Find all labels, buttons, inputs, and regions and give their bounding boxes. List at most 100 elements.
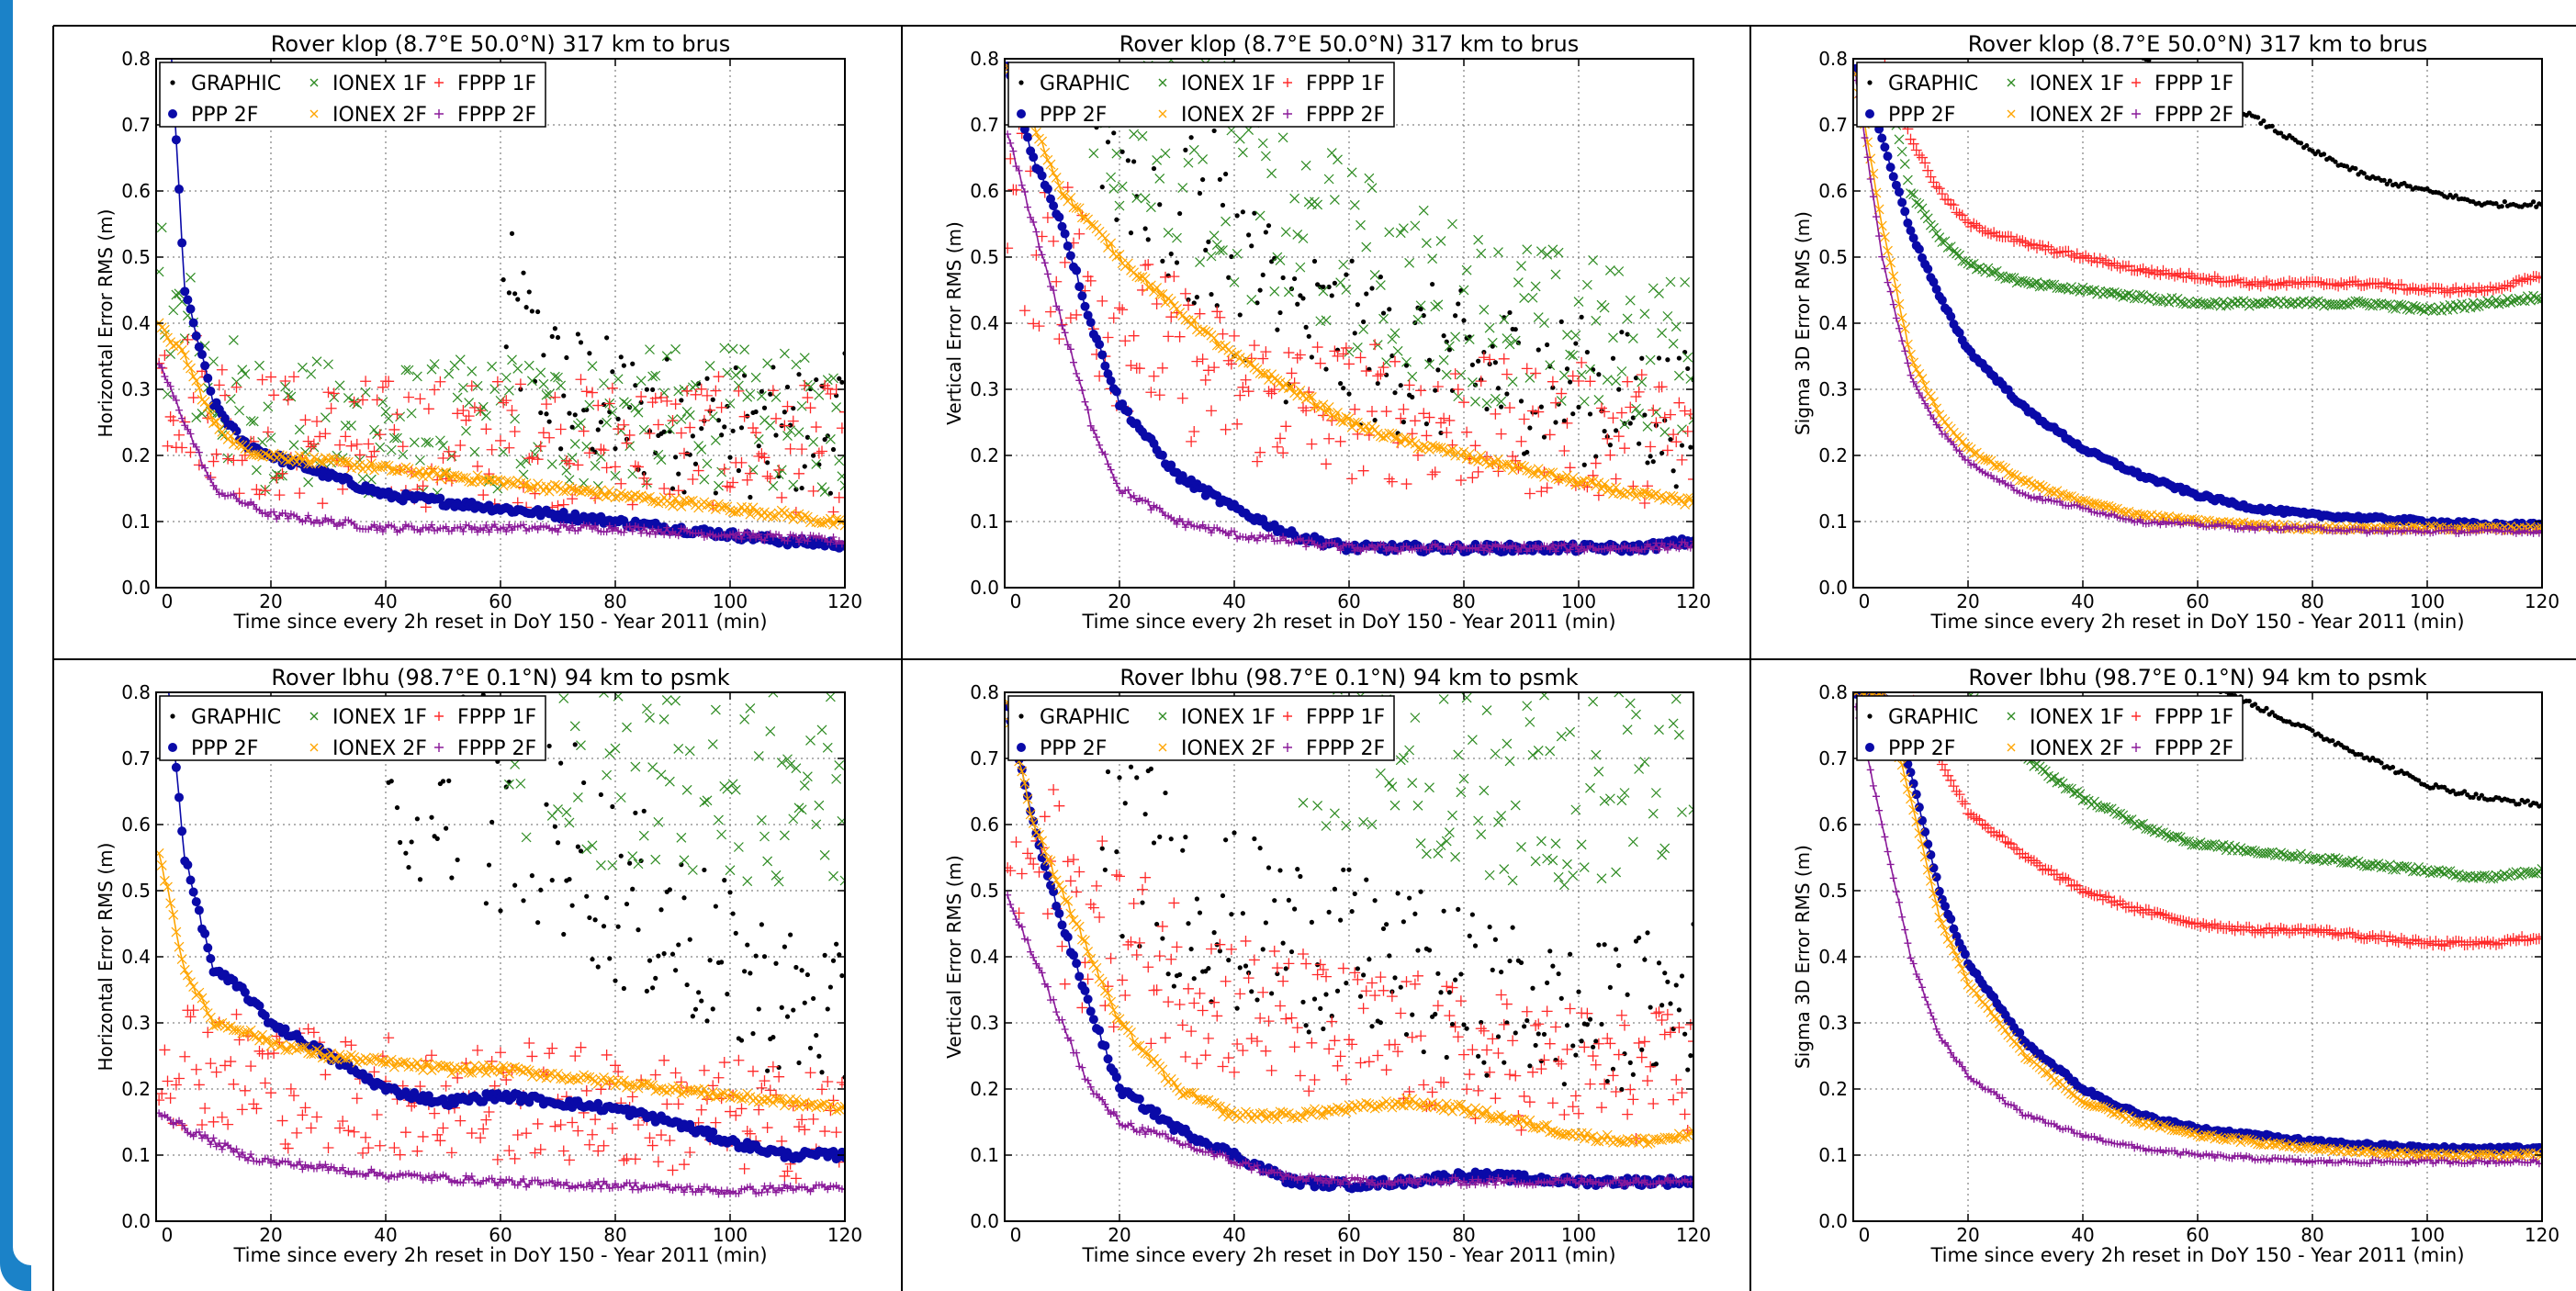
data-point — [2482, 296, 2493, 307]
data-point — [1083, 310, 1093, 320]
data-point — [501, 277, 506, 283]
data-point — [2005, 230, 2017, 242]
data-point — [1912, 383, 1920, 391]
data-point — [2373, 298, 2384, 309]
data-point — [697, 528, 705, 536]
data-point — [1906, 188, 1916, 198]
data-point — [827, 984, 833, 990]
data-point — [814, 389, 825, 400]
data-point — [1319, 543, 1327, 551]
data-point — [1186, 320, 1197, 330]
data-point — [491, 376, 503, 387]
data-point — [360, 376, 372, 387]
data-point — [495, 1047, 506, 1059]
data-point — [1279, 533, 1288, 541]
data-point — [1627, 485, 1638, 496]
data-point — [317, 458, 328, 469]
data-point — [1398, 223, 1409, 234]
data-point — [1512, 543, 1520, 551]
data-point — [1877, 133, 1887, 143]
data-point — [756, 1006, 761, 1012]
data-point — [663, 523, 671, 532]
data-point — [1614, 428, 1619, 433]
data-point — [1398, 383, 1403, 388]
data-point — [1684, 409, 1693, 421]
data-point — [661, 429, 667, 434]
data-point — [237, 365, 248, 376]
legend-label: IONEX 1F — [332, 73, 427, 95]
data-point — [554, 528, 562, 536]
data-point — [2020, 477, 2030, 488]
data-point — [679, 862, 684, 868]
data-point — [434, 376, 446, 387]
data-point — [1421, 430, 1433, 442]
data-point — [1659, 494, 1670, 505]
data-point — [807, 1045, 814, 1051]
data-point — [308, 1027, 320, 1038]
data-point — [624, 901, 630, 907]
data-point — [495, 434, 506, 446]
data-point — [1191, 300, 1197, 306]
data-point — [585, 641, 594, 650]
data-point — [661, 351, 672, 362]
legend-label: IONEX 1F — [1181, 73, 1276, 95]
data-point — [626, 1091, 638, 1103]
data-point — [2315, 149, 2321, 154]
data-point — [1472, 466, 1484, 477]
data-point — [1398, 432, 1409, 443]
data-point — [1337, 348, 1349, 360]
data-point — [839, 520, 845, 531]
data-point — [1573, 477, 1584, 488]
data-point — [2485, 297, 2496, 309]
data-point — [1059, 256, 1071, 268]
data-point — [805, 735, 816, 746]
data-point — [1514, 547, 1523, 556]
data-point — [2086, 286, 2097, 297]
data-point — [828, 519, 838, 530]
data-point — [1065, 251, 1075, 261]
data-point — [521, 478, 532, 489]
data-point — [1378, 432, 1389, 443]
data-point — [164, 1093, 176, 1105]
data-point — [437, 453, 449, 465]
data-point — [1292, 275, 1298, 282]
data-point — [2049, 488, 2060, 499]
data-point — [1045, 306, 1056, 318]
data-point — [1673, 370, 1684, 381]
data-point — [2461, 285, 2473, 297]
data-point — [1404, 257, 1415, 268]
data-point — [254, 450, 264, 461]
data-point — [512, 291, 518, 297]
data-point — [718, 1057, 730, 1069]
data-point — [2089, 498, 2099, 509]
data-point — [782, 431, 793, 442]
data-point — [624, 493, 636, 503]
data-point — [1922, 164, 1934, 176]
data-point — [254, 360, 264, 371]
data-point — [1010, 184, 1022, 196]
data-point — [1048, 235, 1060, 247]
tick-label-y: 0.7 — [970, 114, 999, 136]
data-point — [790, 1173, 802, 1184]
data-point — [627, 860, 633, 866]
data-point — [340, 431, 352, 443]
data-point — [2298, 278, 2310, 290]
data-point — [748, 502, 759, 513]
data-point — [1289, 193, 1300, 204]
data-point — [738, 425, 745, 431]
data-point — [1280, 421, 1292, 432]
data-point — [1495, 428, 1507, 440]
data-point — [748, 422, 759, 434]
data-point — [2422, 303, 2433, 314]
data-point — [1899, 323, 1910, 334]
data-point — [1309, 401, 1321, 413]
data-point — [672, 485, 684, 497]
data-point — [601, 1049, 613, 1061]
tick-label-x: 60 — [2186, 590, 2209, 612]
data-point — [1137, 284, 1148, 296]
tick-label-y: 0.3 — [970, 378, 999, 400]
data-point — [1418, 441, 1429, 451]
data-point — [457, 405, 469, 417]
legend-entry: PPP 2F — [168, 104, 258, 127]
data-point — [1888, 271, 1899, 282]
